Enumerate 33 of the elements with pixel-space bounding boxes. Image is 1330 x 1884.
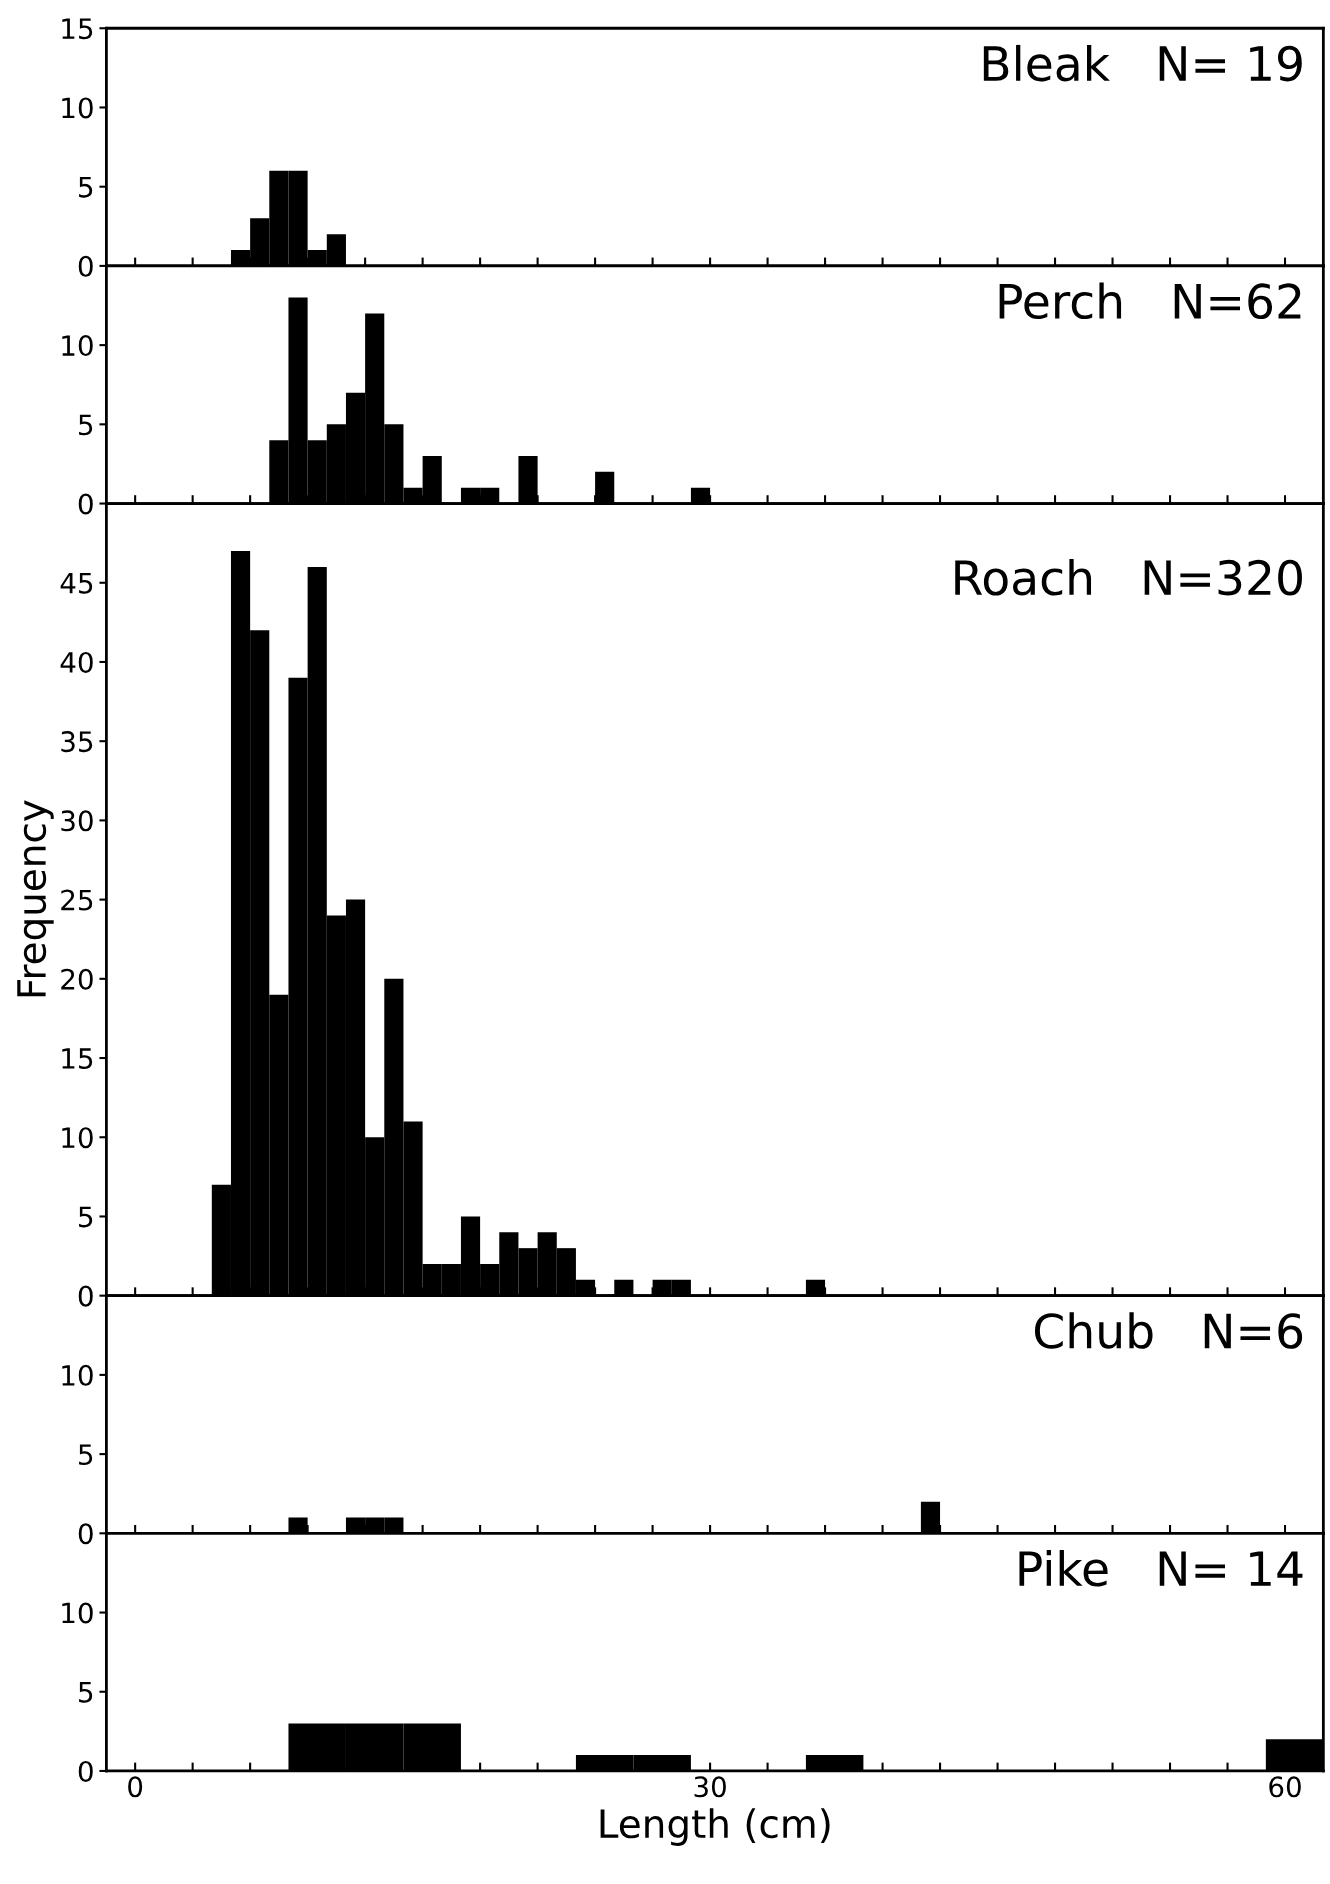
y-tick-label: 0 xyxy=(78,1760,93,1782)
y-tick-label: 20 xyxy=(61,968,93,990)
y-tick-label: 40 xyxy=(60,651,93,673)
y-tick-label: 25 xyxy=(61,889,93,911)
x-tick-label: 30 xyxy=(694,1776,726,1798)
x-tick-label: 0 xyxy=(128,1776,143,1798)
y-tick-label: 10 xyxy=(62,1602,93,1624)
y-tick-label: 5 xyxy=(79,1682,93,1703)
y-tick-label: 10 xyxy=(62,1364,93,1386)
y-tick-label: 0 xyxy=(78,1285,93,1307)
annotation: Perch N=62 xyxy=(999,282,1301,320)
y-tick-label: 15 xyxy=(62,18,93,40)
annotation: Bleak N= 19 xyxy=(983,44,1302,82)
y-tick-label: 0 xyxy=(78,255,93,277)
y-axis-title: Frequency xyxy=(17,800,54,997)
y-tick-label: 5 xyxy=(79,414,93,436)
y-tick-label: 0 xyxy=(78,1523,93,1545)
y-tick-label: 35 xyxy=(61,731,93,753)
y-tick-label: 10 xyxy=(62,1127,93,1149)
annotation: Pike N= 14 xyxy=(1019,1549,1303,1587)
y-tick-label: 10 xyxy=(62,335,93,357)
annotation: Roach N=320 xyxy=(955,558,1302,596)
y-tick-label: 30 xyxy=(61,810,93,832)
y-tick-label: 15 xyxy=(62,1048,93,1069)
y-tick-label: 5 xyxy=(79,176,93,198)
y-tick-label: 5 xyxy=(79,1206,93,1228)
y-tick-label: 0 xyxy=(78,493,93,515)
annotation: Chub N=6 xyxy=(1034,1312,1303,1349)
y-tick-label: 10 xyxy=(62,97,93,119)
x-axis-title: Length (cm) xyxy=(600,1808,830,1846)
x-tick-label: 60 xyxy=(1269,1776,1301,1798)
y-tick-label: 5 xyxy=(79,1444,93,1466)
y-tick-label: 45 xyxy=(60,573,93,594)
